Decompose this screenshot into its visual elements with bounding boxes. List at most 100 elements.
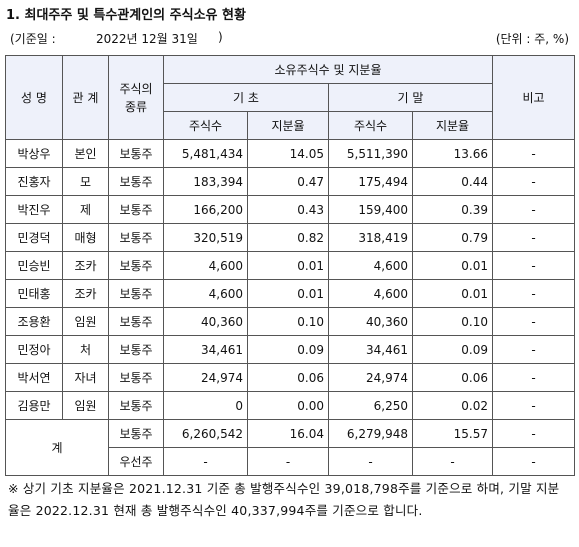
header-begin-shares: 주식수: [163, 111, 248, 140]
cell-remark: -: [492, 279, 575, 308]
cell-begin-ratio: 16.04: [247, 419, 329, 448]
cell-end-ratio: 0.44: [412, 167, 493, 196]
cell-begin-shares: 320,519: [163, 223, 248, 252]
cell-name: 박서연: [5, 363, 63, 392]
cell-relation: 조카: [62, 279, 109, 308]
cell-begin-ratio: 0.47: [247, 167, 329, 196]
cell-end-shares: 4,600: [328, 279, 413, 308]
cell-begin-shares: 6,260,542: [163, 419, 248, 448]
cell-end-ratio: 0.09: [412, 335, 493, 364]
cell-remark: -: [492, 419, 575, 448]
cell-stock-type: 보통주: [108, 279, 164, 308]
cell-stock-type: 보통주: [108, 307, 164, 336]
cell-end-ratio: 0.01: [412, 279, 493, 308]
base-date-value: 2022년 12월 31일: [96, 32, 198, 46]
cell-end-ratio: 13.66: [412, 139, 493, 168]
base-date-label: (기준일 :: [10, 32, 56, 46]
cell-end-shares: 24,974: [328, 363, 413, 392]
cell-end-shares: -: [328, 447, 413, 476]
cell-relation: 임원: [62, 391, 109, 420]
cell-begin-ratio: 0.43: [247, 195, 329, 224]
cell-end-shares: 34,461: [328, 335, 413, 364]
cell-begin-shares: 183,394: [163, 167, 248, 196]
cell-relation: 제: [62, 195, 109, 224]
cell-end-ratio: 0.02: [412, 391, 493, 420]
cell-stock-type: 보통주: [108, 391, 164, 420]
cell-remark: -: [492, 251, 575, 280]
cell-relation: 매형: [62, 223, 109, 252]
cell-remark: -: [492, 307, 575, 336]
cell-begin-shares: 40,360: [163, 307, 248, 336]
cell-name: 민경덕: [5, 223, 63, 252]
unit-label: (단위 : 주, %): [495, 32, 569, 46]
cell-end-ratio: 0.06: [412, 363, 493, 392]
cell-end-ratio: 0.10: [412, 307, 493, 336]
total-row: 계 보통주 6,260,542 16.04 6,279,948 15.57-: [5, 419, 575, 476]
table-row: 박진우 제 보통주 166,200 0.43 159,400 0.39-: [5, 195, 575, 224]
total-label: 계: [5, 419, 109, 476]
cell-begin-ratio: 0.01: [247, 251, 329, 280]
table-row: 박서연 자녀 보통주 24,974 0.06 24,974 0.06-: [5, 363, 575, 392]
header-relation: 관 계: [62, 55, 109, 140]
cell-stock-type: 우선주: [108, 447, 164, 476]
cell-remark: -: [492, 167, 575, 196]
cell-stock-type: 보통주: [108, 223, 164, 252]
shareholder-table: 성 명 관 계 주식의 종류 소유주식수 및 지분율 비고 기 초 기 말 주식…: [5, 55, 575, 476]
cell-stock-type: 보통주: [108, 363, 164, 392]
cell-begin-ratio: 0.00: [247, 391, 329, 420]
table-row: 민정아 처 보통주 34,461 0.09 34,461 0.09-: [5, 335, 575, 364]
table-row: 민승빈 조카 보통주 4,600 0.01 4,600 0.01-: [5, 251, 575, 280]
header-begin: 기 초: [163, 83, 329, 112]
header-remark: 비고: [492, 55, 575, 140]
cell-end-ratio: 0.39: [412, 195, 493, 224]
header-name: 성 명: [5, 55, 63, 140]
cell-end-ratio: -: [412, 447, 493, 476]
header-stock-type: 주식의 종류: [108, 55, 164, 140]
cell-end-shares: 6,250: [328, 391, 413, 420]
cell-relation: 처: [62, 335, 109, 364]
cell-begin-ratio: 14.05: [247, 139, 329, 168]
total-row: 우선주 - - - - -: [6, 447, 575, 476]
cell-end-shares: 318,419: [328, 223, 413, 252]
cell-name: 박상우: [5, 139, 63, 168]
cell-relation: 모: [62, 167, 109, 196]
cell-end-shares: 5,511,390: [328, 139, 413, 168]
header-ownership: 소유주식수 및 지분율: [163, 55, 493, 84]
header-end-ratio: 지분율: [412, 111, 493, 140]
cell-end-shares: 175,494: [328, 167, 413, 196]
table-row: 진홍자 모 보통주 183,394 0.47 175,494 0.44-: [5, 167, 575, 196]
cell-begin-ratio: 0.01: [247, 279, 329, 308]
cell-end-ratio: 15.57: [412, 419, 493, 448]
cell-begin-ratio: -: [247, 447, 329, 476]
cell-end-ratio: 0.01: [412, 251, 493, 280]
table-row: 박상우 본인 보통주 5,481,434 14.05 5,511,390 13.66-: [5, 139, 575, 168]
cell-end-shares: 4,600: [328, 251, 413, 280]
cell-stock-type: 보통주: [108, 195, 164, 224]
cell-end-shares: 6,279,948: [328, 419, 413, 448]
cell-begin-shares: 166,200: [163, 195, 248, 224]
cell-remark: -: [492, 195, 575, 224]
cell-begin-ratio: 0.10: [247, 307, 329, 336]
cell-relation: 조카: [62, 251, 109, 280]
cell-name: 김용만: [5, 391, 63, 420]
cell-stock-type: 보통주: [108, 335, 164, 364]
cell-end-ratio: 0.79: [412, 223, 493, 252]
cell-begin-shares: 0: [163, 391, 248, 420]
cell-relation: 임원: [62, 307, 109, 336]
cell-remark: -: [492, 223, 575, 252]
cell-stock-type: 보통주: [108, 139, 164, 168]
cell-begin-ratio: 0.09: [247, 335, 329, 364]
table-row: 민경덕 매형 보통주 320,519 0.82 318,419 0.79-: [5, 223, 575, 252]
cell-remark: -: [492, 139, 575, 168]
cell-remark: -: [492, 335, 575, 364]
footnote: ※ 상기 기초 지분율은 2021.12.31 기준 총 발행주식수인 39,0…: [8, 481, 560, 518]
table-row: 민태홍 조카 보통주 4,600 0.01 4,600 0.01-: [5, 279, 575, 308]
cell-begin-shares: 34,461: [163, 335, 248, 364]
header-begin-ratio: 지분율: [247, 111, 329, 140]
cell-begin-shares: 4,600: [163, 279, 248, 308]
cell-remark: -: [492, 363, 575, 392]
cell-remark: -: [492, 447, 575, 476]
cell-begin-shares: 4,600: [163, 251, 248, 280]
cell-name: 박진우: [5, 195, 63, 224]
cell-stock-type: 보통주: [108, 251, 164, 280]
